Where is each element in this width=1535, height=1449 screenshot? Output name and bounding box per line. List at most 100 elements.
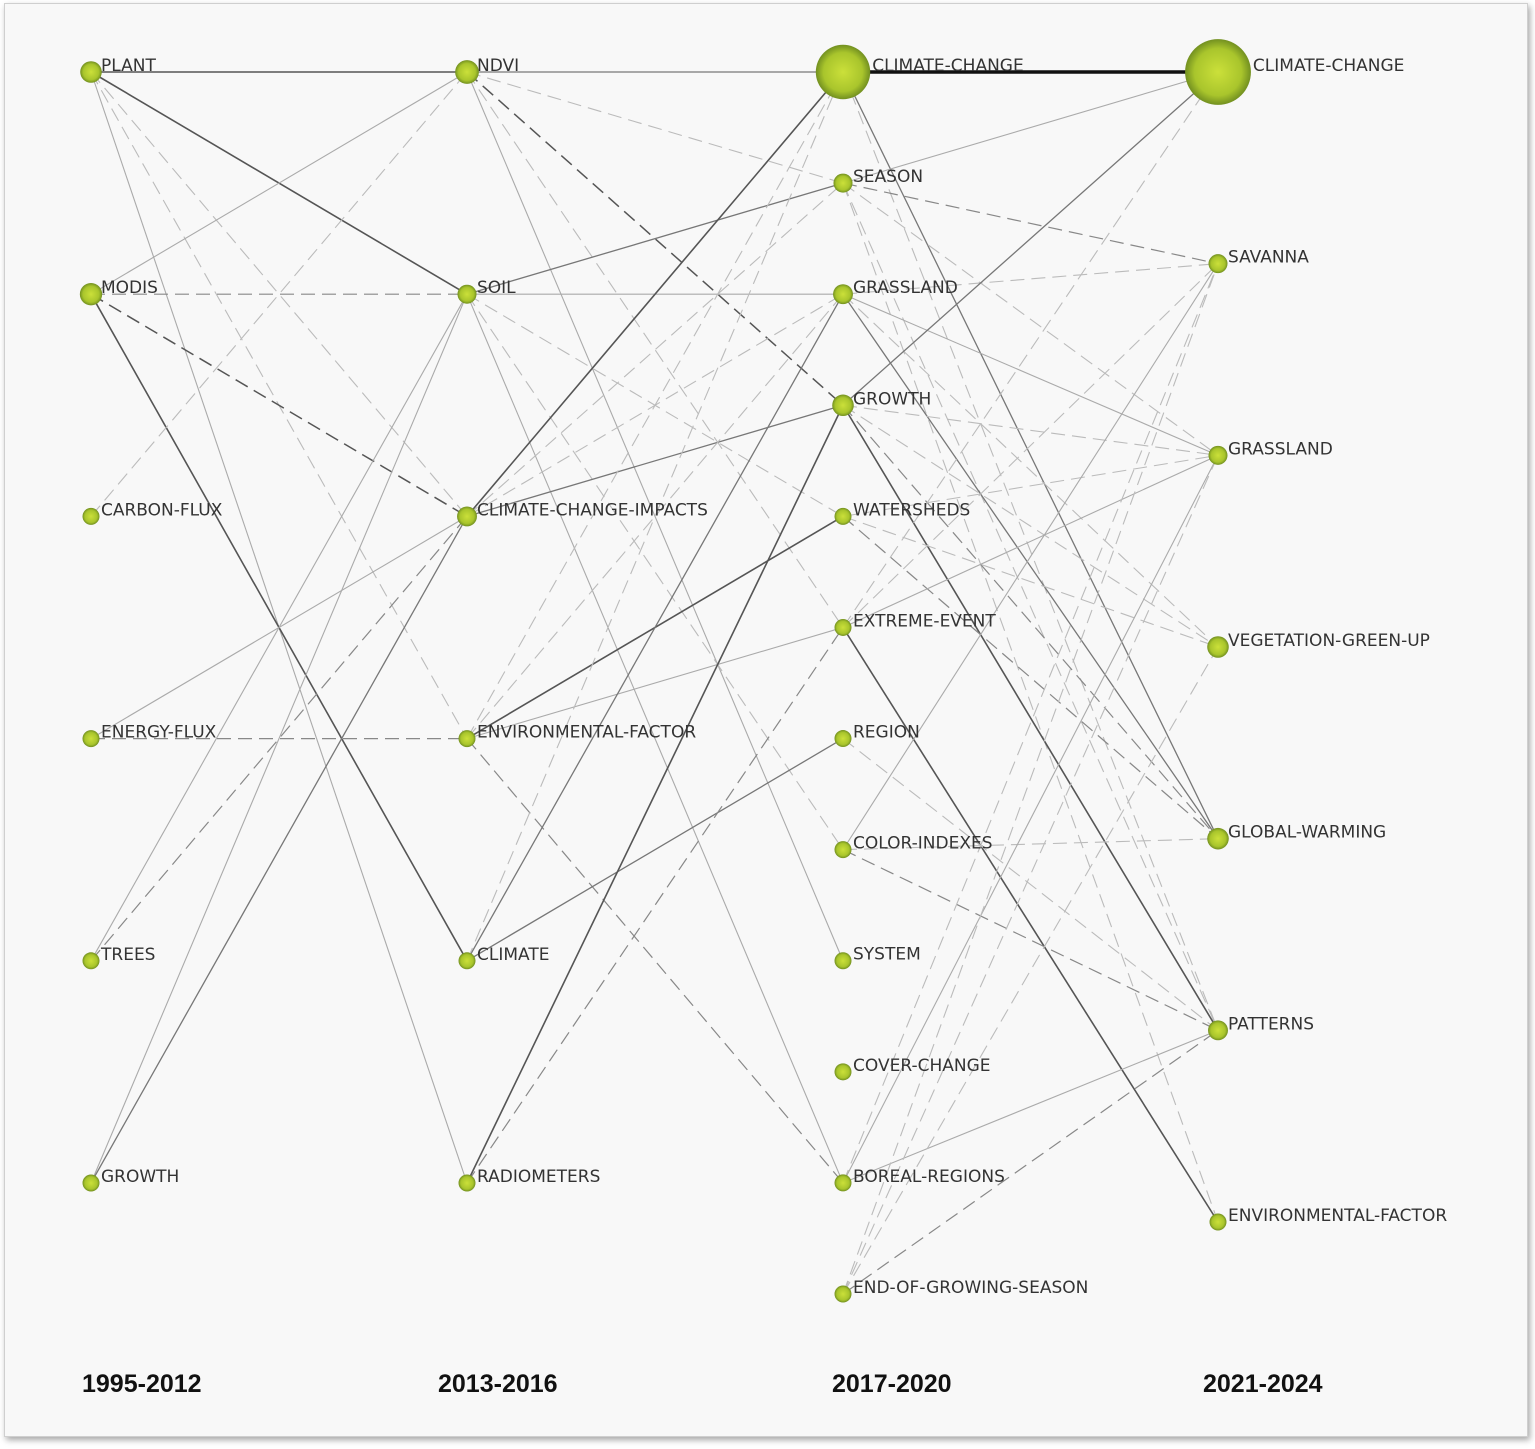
edge-b_climate-c_region [466, 737, 844, 962]
node-circle[interactable] [834, 952, 852, 970]
node-label: GRASSLAND [1228, 439, 1333, 459]
node-d_cc[interactable]: CLIMATE-CHANGE [1185, 39, 1404, 105]
node-b_env[interactable]: ENVIRONMENTAL-FACTOR [458, 723, 697, 748]
node-label: COLOR-INDEXES [853, 834, 993, 854]
node-d_env[interactable]: ENVIRONMENTAL-FACTOR [1209, 1206, 1448, 1231]
node-d_grass[interactable]: GRASSLAND [1208, 439, 1333, 465]
node-label: GLOBAL-WARMING [1228, 823, 1386, 843]
edge-b_soil-c_season [466, 182, 844, 295]
node-circle[interactable] [1209, 1213, 1227, 1231]
node-label: PLANT [101, 56, 156, 76]
node-a_modis[interactable]: MODIS [79, 278, 158, 306]
node-b_radio[interactable]: RADIOMETERS [458, 1167, 601, 1192]
node-label: ENVIRONMENTAL-FACTOR [477, 723, 696, 743]
node-b_cci[interactable]: CLIMATE-CHANGE-IMPACTS [457, 500, 708, 527]
node-circle[interactable] [457, 506, 477, 527]
edge-c_grass-d_gw [842, 293, 1219, 840]
node-c_water[interactable]: WATERSHEDS [834, 500, 971, 525]
node-c_season[interactable]: SEASON [833, 167, 923, 193]
node-circle[interactable] [79, 283, 103, 306]
edge-b_climate-c_cc [466, 71, 844, 962]
node-label: VEGETATION-GREEN-UP [1228, 631, 1430, 651]
node-circle[interactable] [457, 284, 477, 304]
node-circle[interactable] [458, 1174, 476, 1192]
node-c_eogs[interactable]: END-OF-GROWING-SEASON [834, 1278, 1089, 1303]
node-c_system[interactable]: SYSTEM [834, 945, 921, 970]
node-circle[interactable] [834, 618, 852, 636]
node-circle[interactable] [1208, 254, 1228, 274]
edge-b_soil-c_color [466, 293, 844, 850]
node-label: GROWTH [853, 389, 931, 409]
node-label: RADIOMETERS [477, 1167, 600, 1187]
edge-b_cci-c_cc [466, 71, 844, 517]
node-circle[interactable] [832, 394, 854, 417]
edge-c_season-d_patterns [842, 182, 1219, 1031]
node-a_plant[interactable]: PLANT [80, 56, 156, 83]
node-label: MODIS [101, 278, 158, 298]
edge-c_region-d_patterns [842, 738, 1219, 1031]
edge-c_extreme-d_savanna [842, 263, 1219, 628]
node-c_region[interactable]: REGION [834, 723, 920, 748]
node-c_grass[interactable]: GRASSLAND [833, 278, 958, 305]
edge-c_eogs-d_vgu [842, 646, 1219, 1295]
node-a_trees[interactable]: TREES [82, 945, 156, 970]
node-circle[interactable] [834, 1285, 852, 1303]
node-a_growth[interactable]: GROWTH [82, 1167, 180, 1192]
edge-a_modis-b_ndvi [90, 71, 468, 295]
node-circle[interactable] [1207, 636, 1229, 658]
edge-b_climate-c_grass [466, 293, 844, 962]
node-circle[interactable] [833, 284, 853, 305]
node-c_color[interactable]: COLOR-INDEXES [834, 834, 993, 859]
node-label: ENERGY-FLUX [101, 723, 217, 743]
edge-a_carbon-b_ndvi [90, 71, 468, 517]
node-label: BOREAL-REGIONS [853, 1167, 1005, 1187]
node-b_ndvi[interactable]: NDVI [455, 56, 519, 84]
node-label: CARBON-FLUX [101, 500, 223, 520]
period-label-3: 2017-2020 [832, 1370, 952, 1398]
node-circle[interactable] [82, 1174, 100, 1192]
edge-c_boreal-d_savanna [842, 263, 1219, 1184]
node-circle[interactable] [834, 507, 852, 525]
node-label: SOIL [477, 278, 516, 298]
node-circle[interactable] [1185, 39, 1251, 105]
node-circle[interactable] [1208, 1020, 1228, 1041]
node-c_extreme[interactable]: EXTREME-EVENT [834, 611, 997, 636]
node-b_climate[interactable]: CLIMATE [458, 945, 550, 970]
edge-a_trees-b_cci [90, 516, 468, 962]
node-d_patterns[interactable]: PATTERNS [1208, 1014, 1314, 1041]
edge-b_ndvi-c_system [466, 71, 844, 961]
node-circle[interactable] [458, 952, 476, 970]
node-c_growth[interactable]: GROWTH [832, 389, 931, 417]
node-circle[interactable] [834, 1174, 852, 1192]
node-circle[interactable] [1207, 827, 1229, 850]
node-circle[interactable] [82, 507, 100, 525]
node-circle[interactable] [834, 841, 852, 859]
edge-b_env-c_grass [466, 293, 844, 739]
node-c_cc[interactable]: CLIMATE-CHANGE [815, 44, 1024, 100]
node-circle[interactable] [80, 61, 102, 83]
edge-c_eogs-d_grass [842, 455, 1219, 1295]
edge-c_extreme-d_env [842, 627, 1219, 1223]
node-circle[interactable] [82, 952, 100, 970]
edge-b_cci-c_growth [466, 404, 844, 518]
node-c_boreal[interactable]: BOREAL-REGIONS [834, 1167, 1005, 1192]
node-label: GROWTH [101, 1167, 179, 1187]
node-d_vgu[interactable]: VEGETATION-GREEN-UP [1207, 631, 1430, 658]
node-a_energy[interactable]: ENERGY-FLUX [82, 723, 217, 748]
node-b_soil[interactable]: SOIL [457, 278, 516, 304]
node-a_carbon[interactable]: CARBON-FLUX [82, 500, 223, 525]
node-c_cover[interactable]: COVER-CHANGE [834, 1056, 991, 1081]
node-circle[interactable] [833, 173, 853, 193]
node-circle[interactable] [815, 44, 871, 100]
node-d_savanna[interactable]: SAVANNA [1208, 248, 1309, 274]
node-circle[interactable] [834, 1063, 852, 1081]
node-d_gw[interactable]: GLOBAL-WARMING [1207, 823, 1386, 850]
edge-c_growth-d_grass [842, 404, 1219, 456]
edge-c_eogs-d_savanna [842, 263, 1219, 1295]
node-label: COVER-CHANGE [853, 1056, 991, 1076]
node-circle[interactable] [82, 730, 100, 748]
node-circle[interactable] [834, 730, 852, 748]
node-circle[interactable] [1208, 445, 1228, 465]
node-circle[interactable] [458, 730, 476, 748]
node-circle[interactable] [455, 60, 479, 84]
